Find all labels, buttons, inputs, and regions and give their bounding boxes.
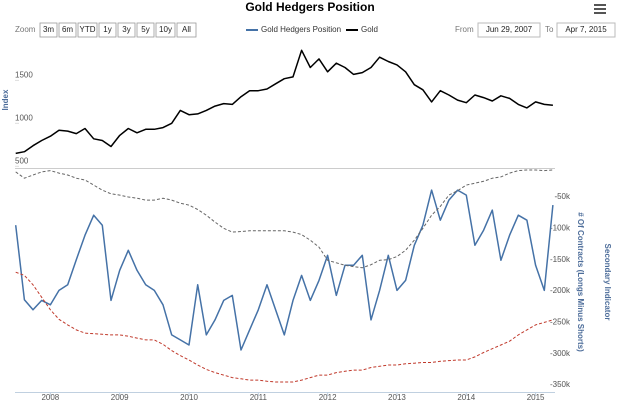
button-label: 5y	[141, 25, 149, 34]
range-button[interactable]: 10y	[155, 22, 176, 38]
series-line	[15, 49, 553, 155]
range-buttons: 3m 6m YTD 1y 3y 5y 10y All	[39, 22, 197, 38]
secondary-axis-title: Secondary Indicator	[603, 244, 612, 321]
button-box	[58, 22, 77, 38]
y-tick-label: -200k	[550, 286, 571, 295]
legend-label: Gold Hedgers Position	[261, 25, 341, 34]
from-date: Jun 29, 2007	[486, 25, 533, 34]
menu-icon[interactable]	[594, 4, 606, 14]
x-tick-label: 2015	[527, 393, 545, 402]
menu-bar	[594, 8, 606, 10]
x-tick-label: 2014	[457, 393, 475, 402]
legend-item[interactable]: Gold Hedgers Position	[246, 25, 341, 34]
menu-bar	[594, 4, 606, 6]
y-tick-label: -350k	[550, 380, 571, 389]
button-box	[117, 22, 136, 38]
x-tick-label: 2010	[180, 393, 198, 402]
button-box	[176, 22, 197, 38]
button-label: 3m	[43, 25, 54, 34]
button-label: 1y	[103, 25, 111, 34]
button-label: All	[182, 25, 191, 34]
series-line	[14, 189, 554, 351]
to-label: To	[545, 25, 554, 34]
y-tick-label: 1000	[15, 113, 33, 122]
range-button[interactable]: 6m	[58, 22, 77, 38]
y-tick-label: -250k	[550, 317, 571, 326]
y-axis-title: # Of Contracts (Longs Minus Shorts)	[576, 212, 585, 352]
range-button[interactable]: 3m	[39, 22, 58, 38]
x-tick-label: 2011	[250, 393, 268, 402]
y-tick-label: -100k	[550, 223, 571, 232]
button-box	[98, 22, 117, 38]
to-input[interactable]: Apr 7, 2015	[556, 22, 616, 38]
button-label: 10y	[159, 25, 172, 34]
y-axis-title: Index	[1, 89, 10, 110]
range-button[interactable]: 1y	[98, 22, 117, 38]
x-tick-label: 2009	[111, 393, 129, 402]
x-tick-label: 2008	[41, 393, 59, 402]
y-tick-label: -300k	[550, 349, 571, 358]
from-label: From	[455, 25, 474, 34]
y-tick-label: -50k	[554, 192, 571, 201]
range-button[interactable]: YTD	[77, 22, 98, 38]
range-button[interactable]: 5y	[136, 22, 155, 38]
button-box	[136, 22, 155, 38]
x-tick-label: 2013	[388, 393, 406, 402]
chart-title: Gold Hedgers Position	[245, 0, 374, 14]
y-tick-label: 500	[15, 156, 29, 165]
button-label: 6m	[62, 25, 73, 34]
range-button[interactable]: All	[176, 22, 197, 38]
y-tick-label: -150k	[550, 255, 571, 264]
from-input[interactable]: Jun 29, 2007	[477, 22, 541, 38]
range-button[interactable]: 3y	[117, 22, 136, 38]
menu-bar	[594, 12, 606, 14]
button-label: YTD	[80, 25, 96, 34]
legend-label: Gold	[361, 25, 378, 34]
button-box	[77, 22, 98, 38]
button-box	[155, 22, 176, 38]
y-tick-label: 1500	[15, 70, 33, 79]
zoom-label: Zoom	[15, 25, 36, 34]
legend: Gold Hedgers Position Gold	[246, 25, 378, 34]
indicator-line	[15, 169, 553, 269]
button-label: 3y	[122, 25, 130, 34]
legend-item[interactable]: Gold	[346, 25, 378, 34]
indicator-line	[15, 271, 554, 383]
x-tick-label: 2012	[319, 393, 337, 402]
input-box	[477, 22, 541, 38]
to-date: Apr 7, 2015	[565, 25, 607, 34]
button-box	[39, 22, 58, 38]
input-box	[556, 22, 616, 38]
